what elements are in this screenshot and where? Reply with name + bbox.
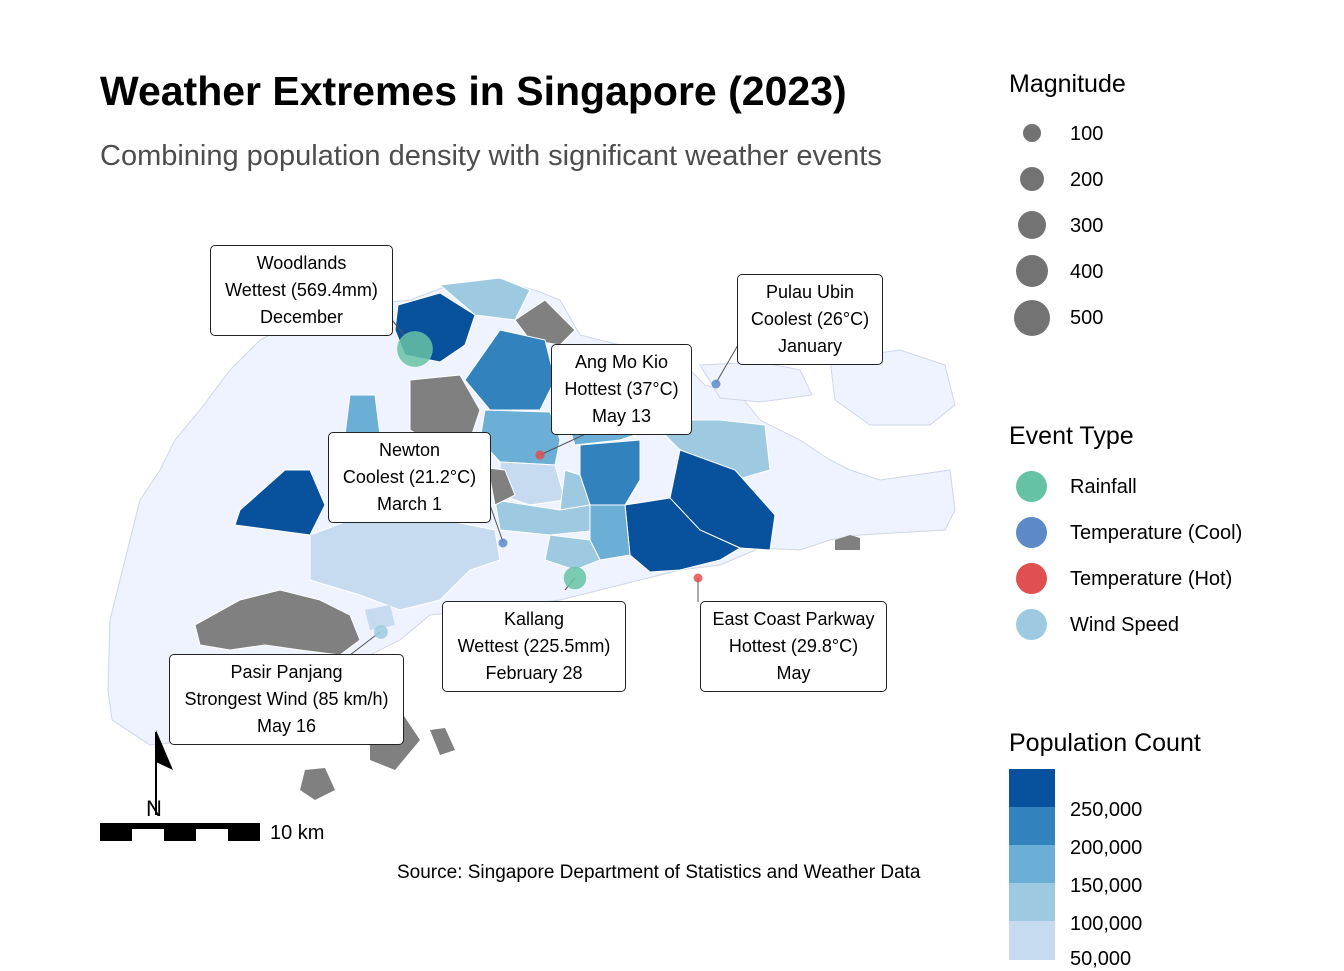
legend-magnitude-dot-100 (1023, 124, 1041, 142)
callout-place: Ang Mo Kio (574, 352, 669, 372)
district-central-grey (487, 467, 516, 506)
callout-place: Pasir Panjang (230, 662, 343, 682)
callout-newton: Newton Coolest (21.2°C) March 1 (328, 432, 491, 523)
callout-detail: Strongest Wind (85 km/h) (184, 689, 389, 709)
north-label: N (146, 796, 162, 821)
district-sungei-kadut (344, 394, 381, 436)
event-marker-newton (498, 538, 508, 548)
legend-event-title: Event Type (1009, 422, 1134, 450)
southern-island-2 (300, 768, 335, 800)
district-hougang (579, 439, 641, 506)
district-bedok (624, 497, 742, 573)
callout-ang-mo-kio: Ang Mo Kio Hottest (37°C) May 13 (551, 344, 692, 435)
legend-event-label: Rainfall (1070, 476, 1137, 498)
callout-woodlands: Woodlands Wettest (569.4mm) December (210, 245, 393, 336)
callout-detail: Hottest (29.8°C) (728, 636, 859, 656)
legend-pop-swatch-100k (1009, 883, 1055, 921)
district-yishun (464, 329, 556, 411)
southern-island-3 (430, 728, 455, 755)
callout-place: Kallang (503, 609, 565, 629)
callout-when: January (777, 336, 843, 356)
legend-pop-swatch-150k (1009, 845, 1055, 883)
callout-detail: Coolest (21.2°C) (342, 467, 477, 487)
legend-magnitude-dot-500 (1014, 300, 1050, 336)
event-marker-woodlands (397, 331, 433, 367)
legend-event-dot-wind (1016, 609, 1047, 640)
pier-patch (365, 605, 395, 630)
callout-when: December (259, 307, 344, 327)
callout-detail: Wettest (569.4mm) (225, 280, 378, 300)
callout-east-coast: East Coast Parkway Hottest (29.8°C) May (700, 601, 887, 692)
legend-event-dot-rainfall (1016, 471, 1047, 502)
legend-event-label: Temperature (Hot) (1070, 568, 1233, 590)
callout-when: May (776, 663, 811, 683)
page-title: Weather Extremes in Singapore (2023) (100, 68, 847, 114)
callout-pasir-panjang: Pasir Panjang Strongest Wind (85 km/h) M… (169, 654, 404, 745)
callout-place: Newton (378, 440, 441, 460)
source-caption: Source: Singapore Department of Statisti… (397, 862, 921, 883)
callout-place: East Coast Parkway (712, 609, 875, 629)
legend-magnitude-dot-400 (1016, 255, 1048, 287)
legend-magnitude-dot-200 (1020, 167, 1044, 191)
leader-ang-mo-kio (539, 431, 591, 456)
leader-newton (489, 504, 504, 543)
callout-kallang: Kallang Wettest (225.5mm) February 28 (442, 601, 626, 692)
scale-label: 10 km (270, 822, 325, 844)
district-jurong-west (234, 469, 326, 536)
callout-when: May 16 (256, 716, 317, 736)
legend-magnitude-label: 100 (1070, 123, 1104, 145)
legend-event-label: Wind Speed (1070, 614, 1179, 636)
legend-magnitude-label: 200 (1070, 169, 1104, 191)
event-marker-east-coast (693, 573, 703, 583)
district-geylang (589, 504, 631, 561)
legend-magnitude-title: Magnitude (1009, 70, 1126, 98)
legend-magnitude-label: 400 (1070, 261, 1104, 283)
event-marker-pulau-ubin (711, 379, 721, 389)
legend-population-title: Population Count (1009, 729, 1201, 757)
leader-pulau-ubin (715, 344, 739, 384)
event-marker-pasir-panjang (374, 625, 388, 639)
event-marker-ang-mo-kio (535, 450, 545, 460)
leader-pasir-panjang (349, 631, 381, 656)
legend-magnitude-label: 500 (1070, 307, 1104, 329)
legend-event-dot-hot (1016, 563, 1047, 594)
callout-when: February 28 (485, 663, 583, 683)
north-arrow (155, 730, 173, 815)
callout-when: May 13 (591, 406, 652, 426)
legend-pop-label: 200,000 (1070, 837, 1143, 859)
legend-pop-label: 250,000 (1070, 799, 1143, 821)
callout-when: March 1 (376, 494, 443, 514)
legend-pop-swatch-200k (1009, 807, 1055, 845)
event-marker-kallang (563, 566, 587, 590)
legend-pop-label: 150,000 (1070, 875, 1143, 897)
pulau-tekong-island (829, 349, 956, 426)
legend-magnitude-label: 300 (1070, 215, 1104, 237)
scale-bar (100, 823, 260, 841)
callout-detail: Wettest (225.5mm) (457, 636, 611, 656)
legend-event-label: Temperature (Cool) (1070, 522, 1243, 544)
district-kallang (544, 534, 601, 571)
callout-pulau-ubin: Pulau Ubin Coolest (26°C) January (737, 274, 883, 365)
legend-pop-swatch-50k (1009, 921, 1055, 960)
legend-magnitude-dot-300 (1018, 211, 1046, 239)
callout-place: Pulau Ubin (765, 282, 855, 302)
legend-pop-label: 100,000 (1070, 913, 1143, 935)
east-grey-patch (835, 535, 860, 550)
jurong-island (194, 589, 361, 656)
callout-place: Woodlands (256, 253, 347, 273)
legend-event-dot-cool (1016, 517, 1047, 548)
page-subtitle: Combining population density with signif… (100, 140, 882, 172)
callout-detail: Hottest (37°C) (564, 379, 679, 399)
legend-pop-swatch-250k (1009, 769, 1055, 807)
callout-detail: Coolest (26°C) (750, 309, 870, 329)
district-sembawang (438, 277, 531, 321)
